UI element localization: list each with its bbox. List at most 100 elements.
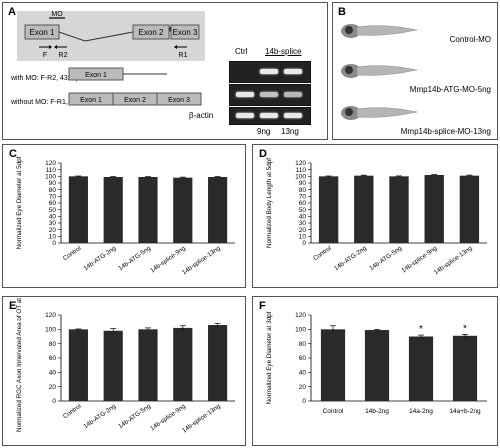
panel-label: C (9, 148, 17, 160)
panel-a: A Exon 1 Exon 2 Exon 3 MO F R2 R1 with M… (2, 2, 328, 140)
y-tick-label: 10 (299, 234, 307, 241)
y-tick-label: 0 (302, 240, 306, 247)
y-tick-label: 100 (295, 327, 306, 334)
exon-2-text: Exon 2 (139, 28, 164, 37)
y-tick-label: 20 (49, 384, 57, 391)
bar (103, 177, 123, 243)
y-tick-label: 60 (49, 355, 57, 362)
panel-label: E (9, 300, 16, 312)
y-tick-label: 80 (299, 187, 307, 194)
intron-line-2 (168, 26, 172, 33)
x-tick-label: 14b-ATG-2ng (82, 245, 117, 273)
fish-label-splice: Mmp14b-splice-MO-13ng (400, 127, 491, 136)
panel-a-label: A (8, 6, 16, 18)
y-tick-label: 70 (299, 194, 307, 201)
y-tick-label: 20 (299, 384, 307, 391)
bar (459, 175, 480, 243)
gel-ctrl-label: Ctrl (235, 47, 248, 56)
mo-text: MO (51, 11, 63, 18)
x-tick-label: 14b-ATG-5ng (368, 245, 403, 273)
y-tick-label: 60 (299, 355, 307, 362)
x-tick-label: 14b-ATG-2ng (82, 403, 117, 431)
y-tick-label: 120 (295, 312, 306, 319)
y-tick-label: 80 (49, 187, 57, 194)
panel-f: F Normalized Eye Diameter at 3dpf 0 20 40 60 8… (252, 296, 498, 446)
x-tick-label: Control (323, 408, 345, 415)
primer-r1-text: R1 (179, 52, 188, 59)
x-tick-label: 14b-ATG-5ng (117, 245, 152, 273)
y-tick-label: 100 (295, 174, 306, 181)
x-tick-label: Control (62, 245, 83, 262)
chart-e: E Normalized RGC Axon Innervated Area of … (9, 297, 235, 435)
panel-b-label: B (338, 6, 346, 18)
bar (424, 175, 444, 243)
panel-b: B Control-MO Mmp14b-ATG-MO-5ng Mmp14b-sp… (332, 2, 498, 140)
y-tick-label: 120 (45, 160, 56, 167)
bar (389, 176, 409, 243)
bar (320, 329, 346, 401)
bar (138, 329, 158, 401)
bar (354, 175, 374, 243)
x-tick-label: Control (312, 245, 333, 262)
y-tick-label: 100 (45, 327, 56, 334)
exon-1-text: Exon 1 (30, 28, 55, 37)
y-tick-label: 80 (49, 341, 57, 348)
panel-e: E Normalized RGC Axon Innervated Area of … (2, 296, 246, 446)
y-tick-label: 0 (302, 398, 306, 405)
y-axis-label: Normalized Body Length at 5dpf (266, 158, 273, 248)
primer-f-text: F (43, 52, 47, 59)
y-tick-label: 80 (299, 341, 307, 348)
gel-image-with-mo (229, 61, 311, 83)
x-tick-label: 14a-2ng (409, 408, 433, 415)
y-tick-label: 110 (296, 167, 307, 174)
fish-image-control (341, 24, 418, 38)
dose-label-1: 9ng (257, 127, 271, 136)
panel-label: F (259, 300, 266, 312)
y-tick-label: 40 (299, 214, 307, 221)
fish-image-splice (341, 106, 418, 120)
fish-label-atg: Mmp14b-ATG-MO-5ng (409, 85, 491, 94)
primer-r2-text: R2 (59, 52, 68, 59)
bar (68, 176, 88, 243)
panel-d: D Normalized Body Length at 5dpf 0 10 20 30 40… (252, 144, 498, 288)
x-tick-label: 14b-ATG-5ng (117, 403, 152, 431)
y-tick-label: 100 (45, 174, 56, 181)
y-tick-label: 0 (52, 240, 56, 247)
y-tick-label: 120 (295, 160, 306, 167)
bar (452, 335, 478, 401)
y-tick-label: 50 (49, 207, 57, 214)
y-axis-label: Normalized Eye Diameter at 5dpf (16, 156, 23, 249)
beta-actin-label: β-actin (189, 111, 214, 120)
gel-image-without-mo (229, 84, 311, 106)
y-tick-label: 20 (49, 227, 57, 234)
y-tick-label: 20 (299, 227, 307, 234)
y-tick-label: 90 (299, 180, 307, 187)
x-tick-label: 14b-2ng (365, 408, 389, 415)
y-tick-label: 70 (49, 194, 57, 201)
y-tick-label: 60 (299, 200, 307, 207)
dose-label-2: 13ng (281, 127, 299, 136)
gel-image-beta-actin (229, 107, 311, 125)
x-tick-label: 14a+b-2ng (449, 408, 481, 415)
bar (173, 327, 193, 401)
bar (103, 330, 123, 401)
y-tick-label: 40 (49, 214, 57, 221)
fish-label-control: Control-MO (449, 35, 491, 44)
x-tick-label: 14b-splice-13ng (181, 403, 222, 435)
x-tick-label: 14b-splice-13ng (181, 245, 222, 277)
x-tick-label: 14b-ATG-2ng (333, 245, 368, 273)
fish-image-atg (341, 64, 418, 78)
without-mo-exon-3: Exon 3 (168, 97, 190, 104)
with-mo-caption: with MO: F-R2, 432bp (11, 75, 80, 82)
y-axis-label: Normalized Eye Diameter at 3dpf (266, 311, 273, 404)
y-tick-label: 0 (52, 398, 56, 405)
y-axis-label: Normalized RGC Axon Innervated Area of O… (16, 297, 23, 432)
significance-star: * (463, 323, 467, 334)
bar (408, 336, 434, 401)
y-tick-label: 50 (299, 207, 307, 214)
exon-3-text: Exon 3 (173, 28, 198, 37)
y-tick-label: 30 (49, 220, 57, 227)
